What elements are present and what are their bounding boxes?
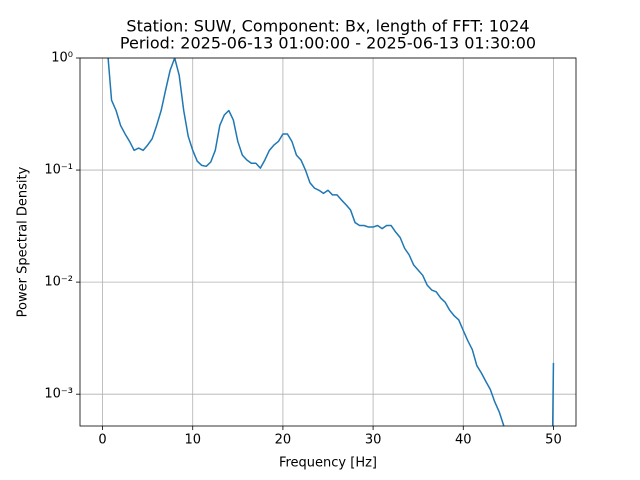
y-axis-label: Power Spectral Density (16, 166, 31, 317)
x-tick-label: 10 (184, 433, 201, 448)
y-tick-label: 10⁻³ (44, 387, 73, 402)
chart-title: Period: 2025-06-13 01:00:00 - 2025-06-13… (120, 34, 536, 53)
y-tick-label: 10⁻² (44, 275, 73, 290)
x-axis-label: Frequency [Hz] (279, 456, 377, 471)
x-tick-label: 50 (545, 433, 562, 448)
y-tick-label: 10⁰ (51, 51, 73, 66)
grid (80, 57, 576, 426)
data-line (107, 58, 555, 426)
x-tick-label: 0 (98, 433, 106, 448)
x-tick-label: 20 (275, 433, 292, 448)
x-tick-label: 40 (455, 433, 472, 448)
plot-area (107, 58, 555, 426)
axes-frame (79, 57, 577, 427)
chart-title: Station: SUW, Component: Bx, length of F… (126, 17, 529, 36)
y-tick-label: 10⁻¹ (44, 163, 73, 178)
x-tick-label: 30 (365, 433, 382, 448)
